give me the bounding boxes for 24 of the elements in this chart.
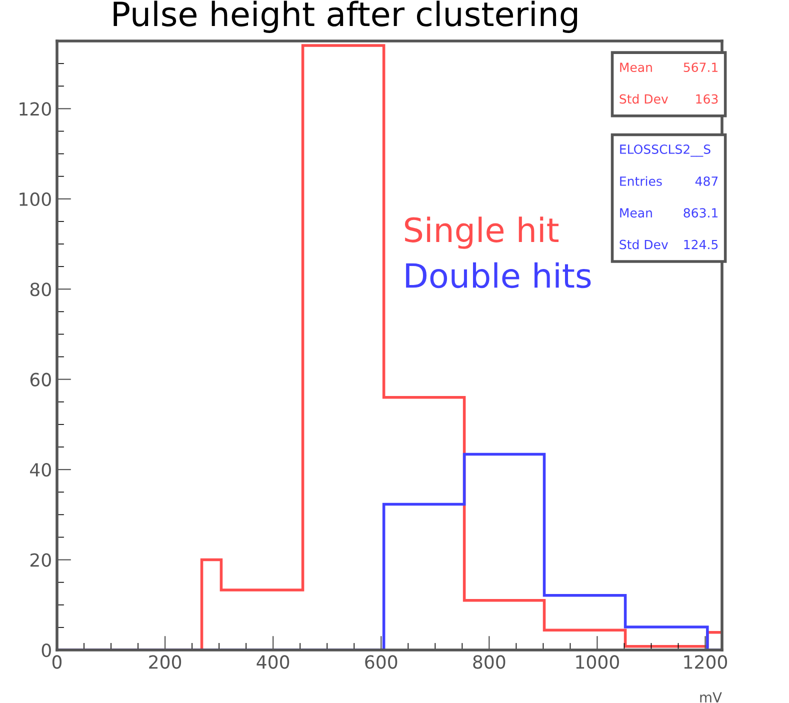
annotation: ELOSSCLS2__S — [620, 144, 710, 157]
y-tick-label: 100 — [20, 192, 51, 206]
text: Entries 487 — [620, 176, 718, 186]
text: Double hits — [406, 262, 591, 288]
x-tick-label: 800 — [473, 655, 506, 669]
y-tick-label: 60 — [30, 372, 51, 386]
text: Mean 567.1 — [620, 62, 718, 72]
text: Std Dev 124.5 — [620, 240, 718, 250]
chart-title: Pulse height after clustering — [114, 0, 578, 33]
x-axis-title: mV — [700, 692, 722, 702]
x-tick-label: 1000 — [576, 655, 619, 669]
y-tick-label: 20 — [30, 553, 51, 567]
x-tick-label: 400 — [256, 655, 290, 669]
y-tick-label: 0 — [42, 643, 51, 658]
text: Std Dev 163 — [620, 94, 718, 104]
text: Mean 863.1 — [620, 208, 718, 218]
series-label: Single hit — [405, 216, 559, 249]
x-tick-label: 200 — [149, 655, 182, 669]
y-tick-label: 40 — [30, 463, 51, 477]
y-tick-label: 120 — [20, 102, 51, 116]
y-tick-label: 80 — [30, 282, 51, 296]
x-tick-label: 1200 — [684, 655, 728, 669]
x-tick-label: 0 — [52, 655, 62, 669]
x-tick-label: 600 — [365, 655, 398, 669]
